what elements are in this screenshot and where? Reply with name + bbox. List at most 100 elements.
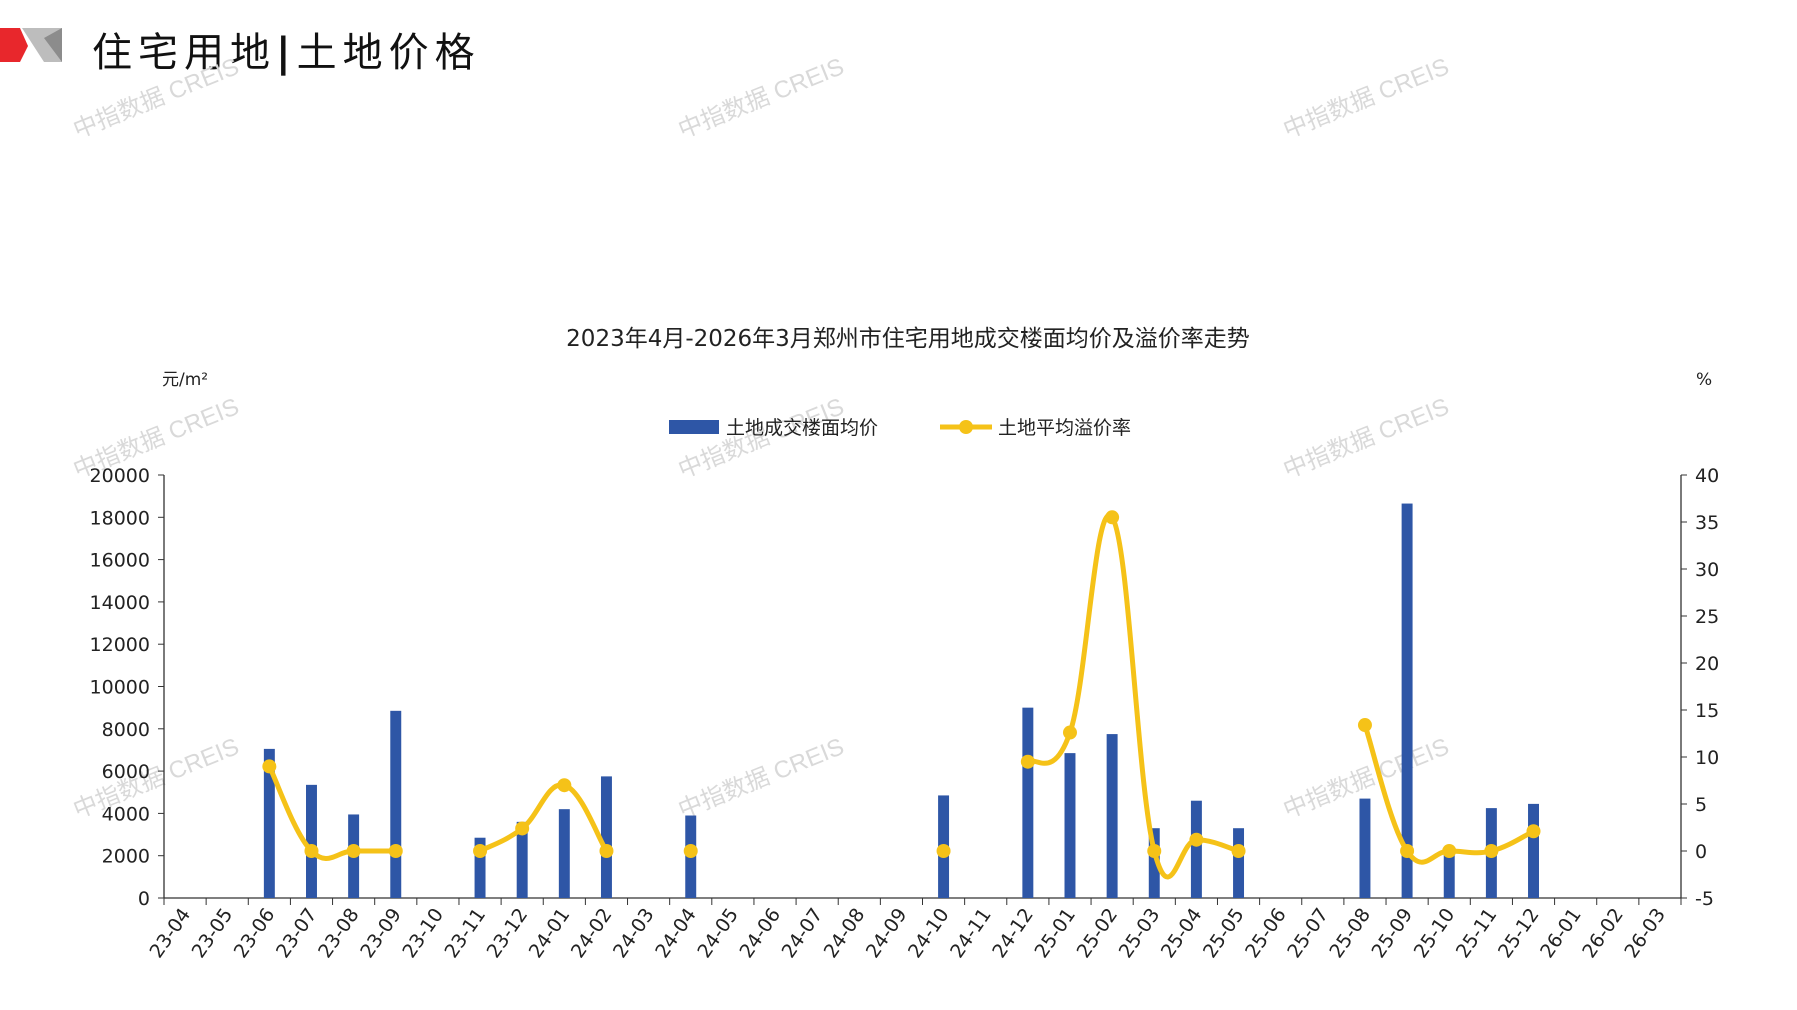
line-point-25-11 — [1484, 844, 1499, 858]
x-tick-label: 23-09 — [356, 904, 406, 962]
line-point-23-11 — [473, 844, 488, 858]
right-tick-label: 30 — [1695, 559, 1719, 581]
legend-bar-swatch — [669, 420, 719, 434]
x-tick-label: 24-08 — [820, 904, 870, 962]
line-segment — [266, 763, 399, 861]
left-tick-label: 10000 — [90, 677, 150, 699]
line-point-23-06 — [262, 759, 277, 774]
line-point-24-01 — [557, 778, 572, 793]
x-tick-label: 24-06 — [735, 904, 785, 962]
x-tick-label: 24-10 — [904, 904, 954, 962]
bar-25-01 — [1064, 753, 1076, 898]
page-title-right: 土地价格 — [296, 30, 481, 76]
x-tick-label: 24-07 — [778, 904, 828, 962]
right-tick-label: -5 — [1695, 888, 1714, 910]
bar-25-12 — [1528, 803, 1539, 898]
line-point-25-09 — [1400, 844, 1415, 858]
bar-25-05 — [1233, 828, 1245, 898]
left-tick-label: 12000 — [90, 634, 150, 656]
x-tick-label: 25-11 — [1452, 904, 1502, 962]
x-tick-label: 25-09 — [1367, 904, 1417, 962]
right-axis-unit: % — [1696, 370, 1712, 390]
x-tick-label: 25-01 — [1030, 904, 1080, 962]
x-tick-label: 24-09 — [862, 904, 912, 962]
right-tick-label: 25 — [1695, 606, 1719, 628]
x-tick-label: 25-10 — [1410, 904, 1460, 962]
x-tick-label: 23-12 — [483, 904, 533, 962]
x-tick-label: 26-02 — [1578, 904, 1628, 962]
left-axis-unit: 元/m² — [162, 370, 208, 390]
left-tick-label: 20000 — [90, 465, 150, 487]
x-tick-label: 24-02 — [567, 904, 617, 962]
bar-23-12 — [516, 821, 528, 898]
x-tick-label: 24-05 — [693, 904, 743, 962]
bar-23-07 — [306, 784, 317, 898]
left-tick-label: 6000 — [102, 761, 150, 783]
x-tick-label: 25-07 — [1283, 904, 1333, 962]
line-point-25-12 — [1526, 824, 1541, 839]
bar-25-02 — [1106, 734, 1118, 898]
x-tick-label: 25-04 — [1157, 904, 1207, 962]
bar-25-03 — [1148, 828, 1160, 898]
right-tick-label: 15 — [1695, 700, 1719, 722]
x-tick-label: 26-03 — [1620, 904, 1670, 962]
right-tick-label: 35 — [1695, 512, 1719, 534]
line-point-23-12 — [515, 821, 530, 836]
line-point-23-08 — [346, 844, 361, 858]
axes: 0 2000 4000 6000 8000 10000 12000 14000 16000 180… — [90, 465, 1720, 962]
left-tick-label: 8000 — [102, 719, 150, 741]
x-tick-label: 24-03 — [609, 904, 659, 962]
bar-25-08 — [1359, 798, 1371, 898]
right-tick-label: 0 — [1695, 841, 1707, 863]
left-tick-label: 4000 — [102, 803, 150, 825]
chart-title: 2023年4月-2026年3月郑州市住宅用地成交楼面均价及溢价率走势 — [566, 326, 1250, 352]
page-title: 住宅用地|土地价格 — [92, 20, 481, 78]
x-tick-label: 24-12 — [988, 904, 1038, 962]
x-tick-label: 25-12 — [1494, 904, 1544, 962]
right-tick-label: 10 — [1695, 747, 1719, 769]
x-tick-label: 25-06 — [1241, 904, 1291, 962]
bar-24-01 — [558, 809, 570, 898]
bar-25-09 — [1401, 503, 1413, 898]
bar-23-06 — [263, 748, 275, 898]
line-point-25-04 — [1189, 832, 1204, 847]
x-tick-label: 25-03 — [1115, 904, 1165, 962]
line-point-25-01 — [1062, 725, 1077, 740]
x-tick-label: 23-07 — [272, 904, 322, 962]
x-tick-label: 26-01 — [1536, 904, 1586, 962]
x-tick-label: 25-05 — [1199, 904, 1249, 962]
bar-23-09 — [390, 710, 402, 898]
line-point-23-07 — [304, 844, 319, 858]
x-tick-label: 25-02 — [1073, 904, 1123, 962]
logo-red-shape — [0, 28, 28, 62]
x-tick-label: 23-11 — [440, 904, 490, 962]
line-segment — [1025, 512, 1242, 880]
line-point-24-02 — [599, 844, 614, 858]
bar-25-10 — [1443, 849, 1455, 898]
bar-series — [263, 503, 1539, 898]
legend-bar-label: 土地成交楼面均价 — [726, 417, 878, 439]
left-tick-label: 0 — [138, 888, 150, 910]
x-tick-label: 23-05 — [188, 904, 238, 962]
bar-24-12 — [1022, 707, 1034, 898]
x-tick-label: 23-08 — [314, 904, 364, 962]
legend-line-label: 土地平均溢价率 — [998, 417, 1131, 439]
x-tick-label: 24-04 — [651, 904, 701, 962]
line-segment — [477, 782, 609, 854]
line-point-25-02 — [1105, 510, 1120, 525]
page-title-left: 住宅用地 — [92, 30, 276, 76]
right-tick-label: 40 — [1695, 465, 1719, 487]
line-point-24-04 — [683, 844, 698, 858]
line-series — [262, 510, 1541, 880]
left-tick-label: 2000 — [102, 846, 150, 868]
legend-line-marker — [959, 420, 973, 434]
logo-dark-shape — [44, 28, 62, 62]
line-point-25-05 — [1231, 844, 1246, 858]
page-title-separator: | — [276, 30, 297, 76]
x-tick-label: 23-06 — [230, 904, 280, 962]
line-point-23-09 — [388, 844, 403, 858]
x-tick-label: 24-01 — [525, 904, 575, 962]
left-tick-label: 16000 — [90, 550, 150, 572]
left-tick-label: 18000 — [90, 507, 150, 529]
